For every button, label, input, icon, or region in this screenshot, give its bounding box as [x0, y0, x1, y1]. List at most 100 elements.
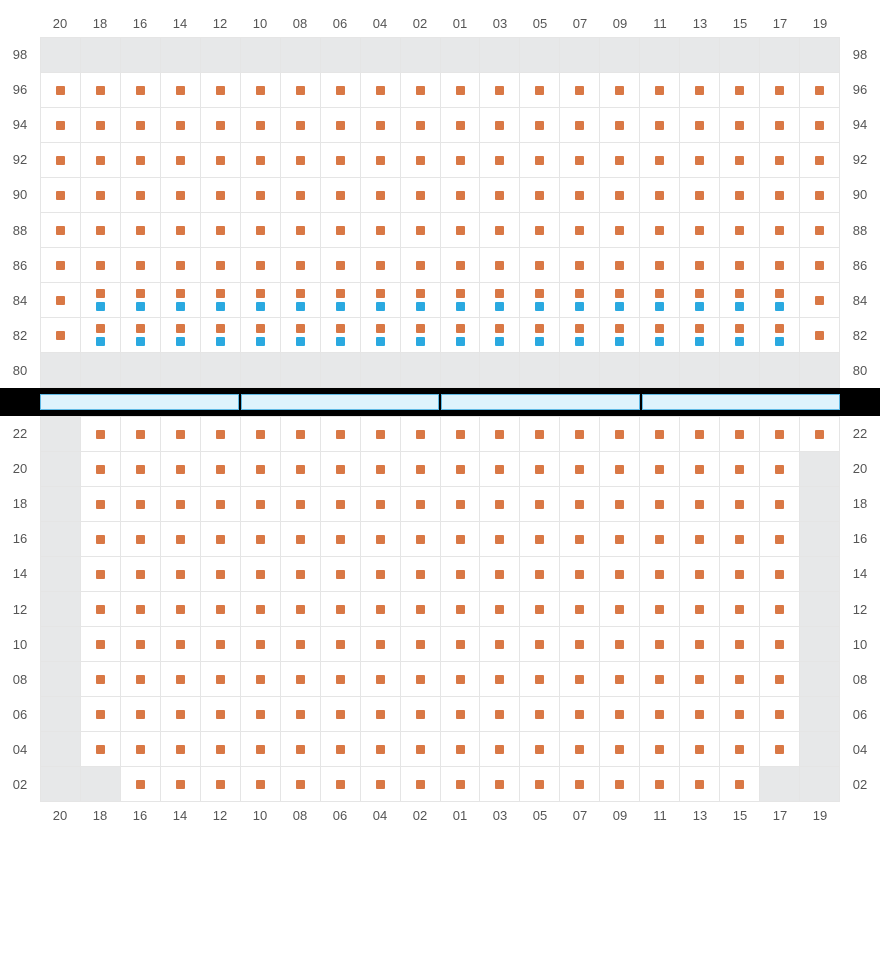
seat-cell[interactable]	[241, 318, 281, 353]
seat-cell[interactable]	[600, 108, 640, 143]
seat-cell[interactable]	[401, 213, 441, 248]
seat-cell[interactable]	[640, 557, 680, 592]
seat-cell[interactable]	[720, 213, 760, 248]
seat-cell[interactable]	[520, 697, 560, 732]
seat-cell[interactable]	[161, 592, 201, 627]
seat-cell[interactable]	[361, 143, 401, 178]
seat-cell[interactable]	[121, 662, 161, 697]
seat-cell[interactable]	[480, 318, 520, 353]
seat-cell[interactable]	[600, 213, 640, 248]
seat-cell[interactable]	[600, 452, 640, 487]
seat-cell[interactable]	[201, 627, 241, 662]
seat-cell[interactable]	[680, 213, 720, 248]
seat-cell[interactable]	[480, 767, 520, 802]
seat-cell[interactable]	[760, 108, 800, 143]
seat-cell[interactable]	[520, 452, 560, 487]
seat-cell[interactable]	[520, 178, 560, 213]
seat-cell[interactable]	[161, 662, 201, 697]
seat-cell[interactable]	[321, 662, 361, 697]
seat-cell[interactable]	[161, 143, 201, 178]
seat-cell[interactable]	[480, 697, 520, 732]
seat-cell[interactable]	[241, 452, 281, 487]
seat-cell[interactable]	[560, 732, 600, 767]
seat-cell[interactable]	[441, 213, 481, 248]
seat-cell[interactable]	[401, 592, 441, 627]
seat-cell[interactable]	[321, 417, 361, 452]
seat-cell[interactable]	[640, 178, 680, 213]
seat-cell[interactable]	[720, 522, 760, 557]
seat-cell[interactable]	[161, 73, 201, 108]
seat-cell[interactable]	[241, 283, 281, 318]
seat-cell[interactable]	[680, 767, 720, 802]
seat-cell[interactable]	[600, 522, 640, 557]
seat-cell[interactable]	[800, 108, 840, 143]
seat-cell[interactable]	[441, 732, 481, 767]
seat-cell[interactable]	[480, 592, 520, 627]
seat-cell[interactable]	[241, 178, 281, 213]
seat-cell[interactable]	[720, 108, 760, 143]
seat-cell[interactable]	[81, 522, 121, 557]
seat-cell[interactable]	[600, 178, 640, 213]
seat-cell[interactable]	[81, 283, 121, 318]
seat-cell[interactable]	[361, 248, 401, 283]
seat-cell[interactable]	[201, 178, 241, 213]
seat-cell[interactable]	[720, 592, 760, 627]
seat-cell[interactable]	[480, 108, 520, 143]
seat-cell[interactable]	[441, 627, 481, 662]
seat-cell[interactable]	[760, 143, 800, 178]
seat-cell[interactable]	[480, 417, 520, 452]
seat-cell[interactable]	[161, 627, 201, 662]
seat-cell[interactable]	[161, 283, 201, 318]
seat-cell[interactable]	[41, 178, 81, 213]
seat-cell[interactable]	[81, 732, 121, 767]
seat-cell[interactable]	[560, 697, 600, 732]
seat-cell[interactable]	[480, 732, 520, 767]
seat-cell[interactable]	[281, 767, 321, 802]
seat-cell[interactable]	[121, 283, 161, 318]
seat-cell[interactable]	[640, 522, 680, 557]
seat-cell[interactable]	[680, 318, 720, 353]
seat-cell[interactable]	[361, 213, 401, 248]
seat-cell[interactable]	[281, 178, 321, 213]
seat-cell[interactable]	[121, 178, 161, 213]
seat-cell[interactable]	[161, 732, 201, 767]
seat-cell[interactable]	[281, 452, 321, 487]
seat-cell[interactable]	[480, 557, 520, 592]
seat-cell[interactable]	[121, 522, 161, 557]
seat-cell[interactable]	[640, 283, 680, 318]
seat-cell[interactable]	[201, 662, 241, 697]
seat-cell[interactable]	[361, 73, 401, 108]
seat-cell[interactable]	[441, 452, 481, 487]
seat-cell[interactable]	[41, 283, 81, 318]
seat-cell[interactable]	[480, 178, 520, 213]
seat-cell[interactable]	[441, 248, 481, 283]
seat-cell[interactable]	[201, 522, 241, 557]
seat-cell[interactable]	[321, 522, 361, 557]
seat-cell[interactable]	[241, 732, 281, 767]
seat-cell[interactable]	[281, 248, 321, 283]
seat-cell[interactable]	[800, 283, 840, 318]
seat-cell[interactable]	[680, 108, 720, 143]
seat-cell[interactable]	[560, 452, 600, 487]
seat-cell[interactable]	[560, 592, 600, 627]
seat-cell[interactable]	[401, 452, 441, 487]
seat-cell[interactable]	[81, 178, 121, 213]
seat-cell[interactable]	[520, 557, 560, 592]
seat-cell[interactable]	[361, 283, 401, 318]
seat-cell[interactable]	[321, 697, 361, 732]
seat-cell[interactable]	[241, 487, 281, 522]
seat-cell[interactable]	[401, 732, 441, 767]
seat-cell[interactable]	[560, 318, 600, 353]
seat-cell[interactable]	[560, 178, 600, 213]
seat-cell[interactable]	[41, 73, 81, 108]
seat-cell[interactable]	[321, 592, 361, 627]
seat-cell[interactable]	[720, 248, 760, 283]
seat-cell[interactable]	[401, 143, 441, 178]
seat-cell[interactable]	[321, 767, 361, 802]
seat-cell[interactable]	[441, 557, 481, 592]
seat-cell[interactable]	[161, 178, 201, 213]
seat-cell[interactable]	[241, 213, 281, 248]
seat-cell[interactable]	[361, 452, 401, 487]
seat-cell[interactable]	[640, 767, 680, 802]
seat-cell[interactable]	[361, 522, 401, 557]
